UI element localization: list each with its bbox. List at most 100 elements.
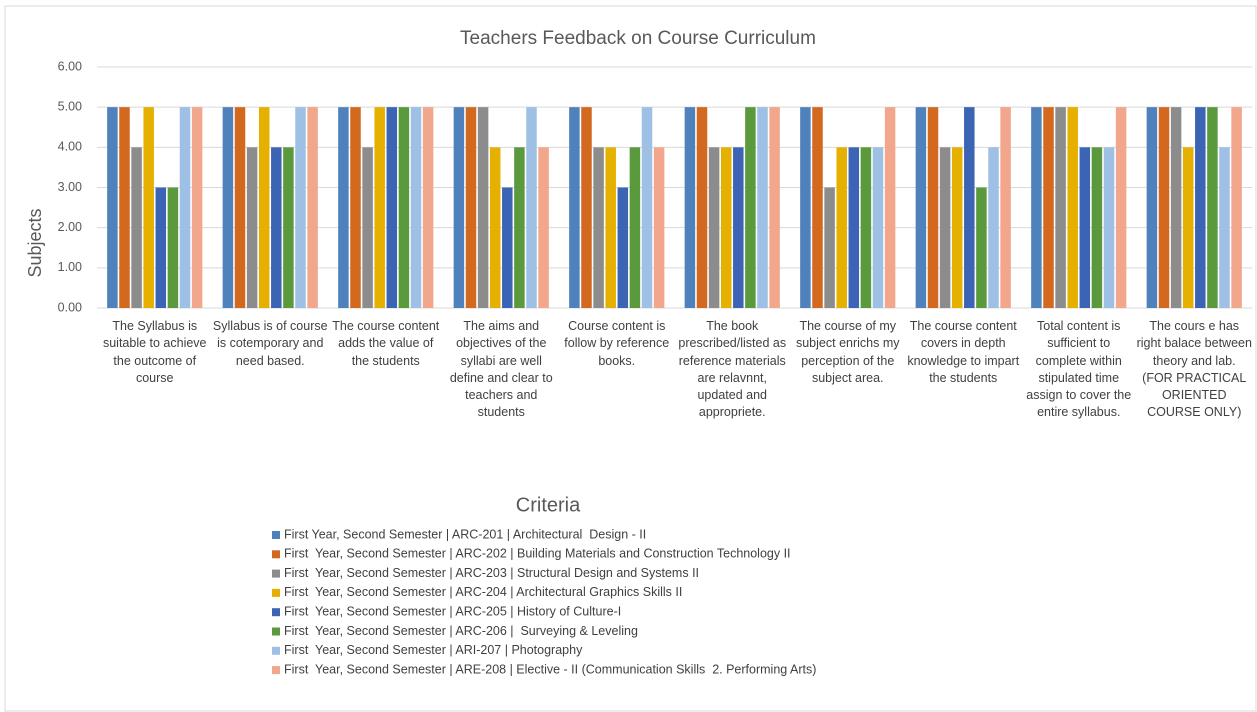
bar [605, 147, 616, 308]
bar [860, 147, 872, 308]
bar [514, 147, 525, 308]
bar [1195, 107, 1206, 309]
x-tick-label: The cours e has right balace between the… [1136, 319, 1252, 420]
bar [629, 147, 641, 308]
bar [641, 107, 653, 309]
legend-swatch [272, 666, 280, 675]
y-axis-label: Subjects [25, 208, 45, 277]
bar [1103, 147, 1115, 308]
bar [708, 147, 720, 308]
bar [410, 107, 422, 309]
bar [374, 107, 385, 309]
x-axis-label: Criteria [516, 494, 581, 516]
legend-swatch [272, 550, 280, 559]
bar [386, 107, 398, 309]
bar [1000, 107, 1011, 309]
legend-label: First Year, Second Semester | ARC-202 | … [284, 547, 791, 561]
bar [1055, 107, 1066, 309]
bar [167, 187, 179, 308]
bar [1091, 147, 1103, 308]
chart-frame [4, 5, 1257, 712]
x-tick-label: The aims and objectives of the syllabi a… [449, 319, 553, 420]
x-tick-label: The course of my subject enrichs my perc… [795, 319, 900, 385]
y-tick-label: 0.00 [58, 300, 82, 314]
legend-swatch [272, 569, 280, 578]
bar [824, 187, 835, 308]
bar [398, 107, 410, 309]
bar [246, 147, 258, 308]
bar [593, 147, 604, 308]
bar [1170, 107, 1182, 309]
bar [1079, 147, 1091, 308]
legend-label: First Year, Second Semester | ARE-208 | … [284, 662, 816, 676]
bar [1207, 107, 1218, 309]
bar [526, 107, 537, 309]
bar [581, 107, 592, 309]
x-tick-label: The course content adds the value of the… [332, 319, 440, 368]
bar [927, 107, 939, 309]
bar [1158, 107, 1170, 309]
bar [951, 147, 963, 308]
x-tick-label: Course content is follow by reference bo… [564, 319, 670, 368]
bar [745, 107, 756, 309]
legend-swatch [272, 646, 280, 655]
bar [988, 147, 999, 308]
legend-label: First Year, Second Semester | ARC-201 | … [284, 527, 646, 541]
bar [872, 147, 884, 308]
bar [222, 107, 234, 309]
bar [258, 107, 270, 309]
legend-label: First Year, Second Semester | ARC-206 | … [284, 624, 638, 638]
bar [569, 107, 580, 309]
bar [757, 107, 768, 309]
legend-label: First Year, Second Semester | ARC-205 | … [284, 604, 621, 618]
bar [1043, 107, 1054, 309]
bar [107, 107, 118, 309]
y-tick-label: 3.00 [58, 180, 82, 194]
bar [964, 107, 975, 309]
bar [155, 187, 167, 308]
bar [733, 147, 744, 308]
bar [976, 187, 987, 308]
bar [453, 107, 465, 309]
bar [119, 107, 130, 309]
bar [720, 147, 732, 308]
chart-title: Teachers Feedback on Course Curriculum [460, 28, 816, 49]
bar [338, 107, 349, 309]
bar [283, 147, 294, 308]
bar [812, 107, 823, 309]
bar [307, 107, 318, 309]
bar [489, 147, 501, 308]
x-tick-label: The course content covers in depth knowl… [907, 319, 1020, 385]
legend-label: First Year, Second Semester | ARC-204 | … [284, 585, 682, 599]
bar [836, 147, 847, 308]
y-tick-label: 5.00 [58, 99, 82, 113]
bar [234, 107, 246, 309]
x-tick-label: Total content is sufficient to complete … [1026, 319, 1132, 420]
bar [800, 107, 811, 309]
x-tick-label: Syllabus is of course is cotemporary and… [212, 319, 328, 368]
bar [179, 107, 191, 309]
legend-label: First Year, Second Semester | ARI-207 | … [284, 643, 583, 657]
y-tick-label: 4.00 [58, 140, 82, 154]
legend-swatch [272, 608, 280, 617]
bar [143, 107, 154, 309]
bar [653, 147, 665, 308]
bar [684, 107, 696, 309]
bar [1146, 107, 1158, 309]
x-tick-label: The book prescribed/listed as reference … [678, 319, 787, 420]
bar [191, 107, 203, 309]
bar [295, 107, 306, 309]
legend-swatch [272, 531, 280, 539]
bar [271, 147, 282, 308]
bar [769, 107, 780, 309]
bar [465, 107, 477, 309]
bar [422, 107, 434, 309]
bar [1219, 147, 1230, 308]
bar [1067, 107, 1078, 309]
bar [1182, 147, 1194, 308]
bar [1115, 107, 1127, 309]
y-tick-label: 6.00 [58, 59, 82, 73]
bar [939, 147, 951, 308]
